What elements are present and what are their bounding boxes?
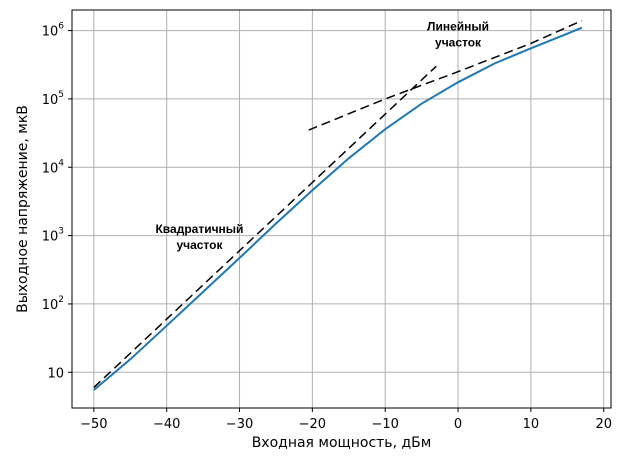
annotation-line: Линейный — [427, 20, 489, 34]
y-tick-exponent: 6 — [58, 22, 64, 32]
y-tick-exponent: 3 — [58, 227, 64, 237]
x-axis-label: Входная мощность, дБм — [252, 435, 432, 451]
annotation-line: участок — [176, 238, 223, 252]
y-axis-label: Выходное напряжение, мкВ — [15, 105, 31, 313]
annotation-line: участок — [435, 36, 482, 50]
y-tick-base: 10 — [47, 366, 64, 381]
grid — [72, 10, 611, 408]
series-layer — [93, 19, 583, 391]
y-tick-base: 10 — [42, 93, 59, 108]
x-tick-label: 10 — [523, 417, 540, 432]
y-tick-base: 10 — [42, 25, 59, 40]
asymptote-line-2 — [308, 19, 583, 131]
y-tick-base: 10 — [42, 230, 59, 245]
y-tick-base: 10 — [42, 298, 59, 313]
x-tick-label: 0 — [454, 417, 462, 432]
response-curve — [93, 26, 583, 391]
plot-frame — [71, 9, 612, 409]
y-tick-label: 102 — [42, 295, 64, 313]
annotation: Линейный участок — [427, 20, 489, 50]
annotations: Квадратичный участок Линейный участок — [155, 20, 489, 252]
y-tick-label: 103 — [42, 227, 64, 245]
y-tick-exponent: 2 — [58, 295, 64, 305]
x-tick-label: −50 — [80, 417, 107, 432]
y-tick-exponent: 4 — [58, 158, 64, 168]
y-tick-label: 10 — [47, 366, 64, 381]
x-axis-ticks: −50 −40 −30 −20 −10 0 10 20 — [80, 408, 612, 432]
y-tick-label: 105 — [42, 90, 64, 108]
y-tick-base: 10 — [42, 161, 59, 176]
x-tick-label: −10 — [371, 417, 398, 432]
y-tick-label: 106 — [42, 22, 65, 40]
x-tick-label: −40 — [153, 417, 180, 432]
x-tick-label: −30 — [226, 417, 253, 432]
annotation: Квадратичный участок — [155, 222, 243, 252]
asymptote-line-1 — [93, 65, 437, 388]
annotation-line: Квадратичный — [155, 222, 243, 236]
x-tick-label: −20 — [299, 417, 326, 432]
y-tick-exponent: 5 — [58, 90, 64, 100]
y-tick-label: 104 — [42, 158, 65, 176]
x-tick-label: 20 — [595, 417, 612, 432]
